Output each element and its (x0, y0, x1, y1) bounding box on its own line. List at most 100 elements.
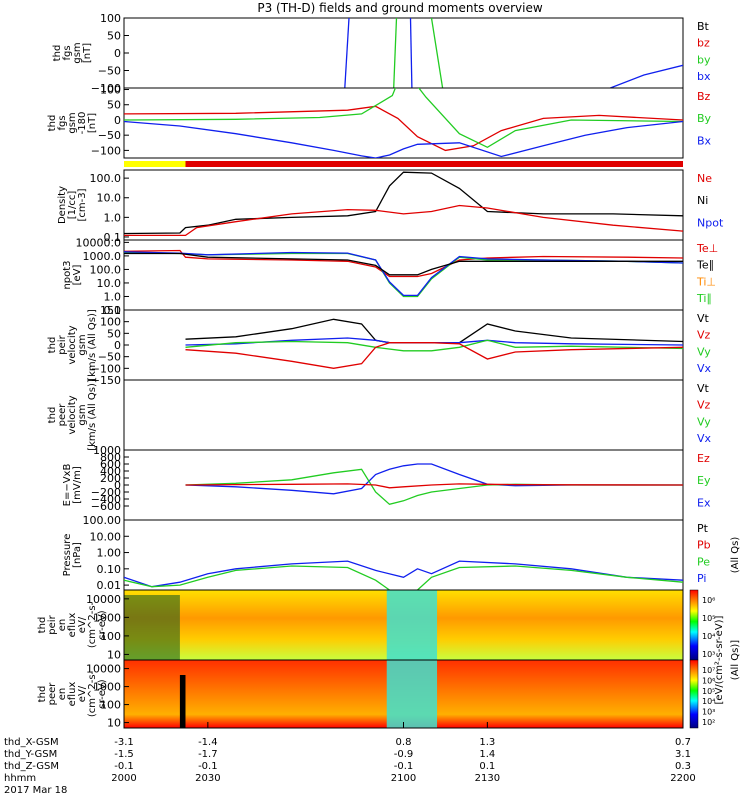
panel-frame (123, 17, 684, 89)
series-Vz-line (185, 342, 683, 369)
y-axis-label-line: npot3 (62, 260, 73, 289)
panel-6: thd peer velocity gsm [km/s (All Qs)] VtVzVyV… (47, 379, 712, 451)
y-axis-label-line: [km/s (All Qs)] (87, 379, 98, 451)
y-tick-label: 10.0 (97, 277, 122, 290)
y-axis-label-line: thd (37, 617, 48, 634)
y-tick-label: 200 (100, 472, 121, 485)
y-tick-label: 10.00 (90, 530, 122, 543)
y-tick-label: 600 (100, 458, 121, 471)
colorbar-tick-label: 10⁵ (702, 614, 715, 623)
y-axis-label: npot3 [eV] (62, 260, 83, 289)
y-axis-label-line: gsm (77, 334, 88, 355)
x-tick-label: -0.1 (114, 761, 134, 772)
legend-entry: bz (697, 37, 710, 50)
panel-3: 100.0 10.0 1.0 0.1 Density [1/cc] [cm-3] Ne Ni Np… (57, 169, 724, 244)
colorbar-scale (689, 589, 699, 661)
y-axis-label-line: gsm (72, 42, 83, 63)
figure-title: P3 (TH-D) fields and ground moments over… (257, 1, 543, 15)
series-Pi-line (124, 560, 683, 588)
y-tick-label: 10000.0 (76, 236, 122, 249)
legend-entry: By (697, 112, 712, 125)
series-Vy-line (185, 339, 683, 352)
y-axis-label-line: [1/cc] (67, 191, 78, 220)
y-axis-label-line: thd (47, 115, 58, 132)
panel-8: 100.00 10.00 1.00 0.10 0.01 Pressure [nPa] Pt Pb… (62, 514, 741, 592)
y-tick-label: 0.1 (104, 231, 122, 244)
legend-entry: Ex (697, 496, 711, 509)
panel-right-label: (All Qs) (730, 537, 741, 574)
legend-entry: Te⊥ (696, 242, 718, 255)
spectrogram-gap (179, 675, 186, 728)
x-tick-label: 0.3 (675, 761, 691, 772)
y-tick-label: −50 (98, 65, 121, 78)
colorbar-tick-label: 10⁵ (702, 687, 715, 696)
y-axis-label-line: velocity (67, 395, 78, 434)
y-tick-label: 1000 (93, 444, 121, 457)
y-axis-label-line: thd (52, 45, 63, 62)
x-tick-label: -0.1 (394, 761, 414, 772)
x-tick-label: 2200 (670, 773, 695, 784)
y-axis-label-line: velocity (67, 325, 78, 364)
legend-entry: Ni (697, 194, 708, 207)
y-axis-label: Density [1/cc] [cm-3] (57, 186, 88, 224)
colorbar-tick-label: 10⁶ (702, 676, 715, 685)
x-axis-row-label: hhmm (4, 773, 36, 784)
series-bx-line (409, 18, 413, 88)
y-tick-label: 150 (100, 304, 121, 317)
y-tick-label: 0.10 (97, 563, 122, 576)
legend-entry: Vy (697, 415, 711, 428)
legend-entry: Pi (697, 572, 706, 585)
y-axis-label-line: [eV] (72, 265, 83, 286)
y-axis-label-line: (cm^2-s- (87, 670, 98, 717)
y-axis-label-line: E=−VxB (62, 464, 73, 507)
y-tick-label: 800 (100, 451, 121, 464)
x-tick-label: 0.8 (396, 737, 412, 748)
y-tick-label: 100 (100, 84, 121, 97)
series-Ni-line (124, 171, 683, 235)
y-tick-label: 10.0 (97, 192, 122, 205)
legend-entry: Vy (697, 345, 711, 358)
x-tick-label: 0.7 (675, 737, 691, 748)
y-tick-label: 100.0 (90, 263, 122, 276)
y-axis-label-line: peer (47, 682, 58, 706)
colorbar-tick-label: 10³ (702, 708, 715, 717)
y-axis-label: thd peir velocity gsm [km/s (All Qs)] (47, 309, 98, 381)
series-by-line (393, 18, 398, 88)
x-tick-label: -3.1 (114, 737, 134, 748)
colorbar-tick-label: 10² (702, 718, 715, 727)
y-axis-label-line: sr-eV) (97, 610, 108, 639)
legend: Pt Pb Pe Pi (697, 522, 711, 585)
series-bx-line (610, 64, 683, 88)
y-tick-label: 1000.0 (83, 250, 122, 263)
legend-entry: Vt (697, 312, 710, 325)
y-axis-label: thd peir en eflux eV/(cm^2-s-sr-eV) (37, 601, 108, 648)
series-Pe-line (124, 565, 683, 590)
legend-entry: Bt (697, 20, 710, 33)
colorbar-scale (689, 659, 699, 729)
x-tick-label: -1.5 (114, 749, 134, 760)
series-Ez-line (185, 483, 683, 489)
y-tick-label: −600 (91, 500, 121, 513)
y-axis-label-line: eV/ (77, 685, 88, 702)
legend-entry: Ez (697, 452, 710, 465)
y-tick-label: 1.0 (104, 290, 122, 303)
series-bx-line (344, 18, 350, 88)
y-tick-label: −100 (91, 362, 121, 375)
series-Bz-line (124, 105, 683, 152)
status-bar-segment (185, 161, 684, 167)
y-tick-label: −200 (91, 486, 121, 499)
y-tick-label: 100.00 (83, 514, 122, 527)
y-tick-label: 100.0 (90, 172, 122, 185)
legend: Ne Ni Npot (697, 172, 724, 229)
colorbar-tick-label: 10³ (702, 650, 715, 659)
series-Vt-line (185, 318, 683, 344)
series-Ey-line (185, 468, 683, 506)
legend: Bz By Bx (697, 90, 712, 147)
legend-entry: Ey (697, 474, 711, 487)
y-axis-label-line: thd (47, 337, 58, 354)
y-axis-label-line: -180 (77, 112, 88, 135)
y-axis-label-line: Density (57, 186, 68, 224)
legend-entry: Pt (697, 522, 709, 535)
series-Te-line (124, 249, 683, 278)
x-axis-row-label: thd_X-GSM (4, 737, 59, 748)
